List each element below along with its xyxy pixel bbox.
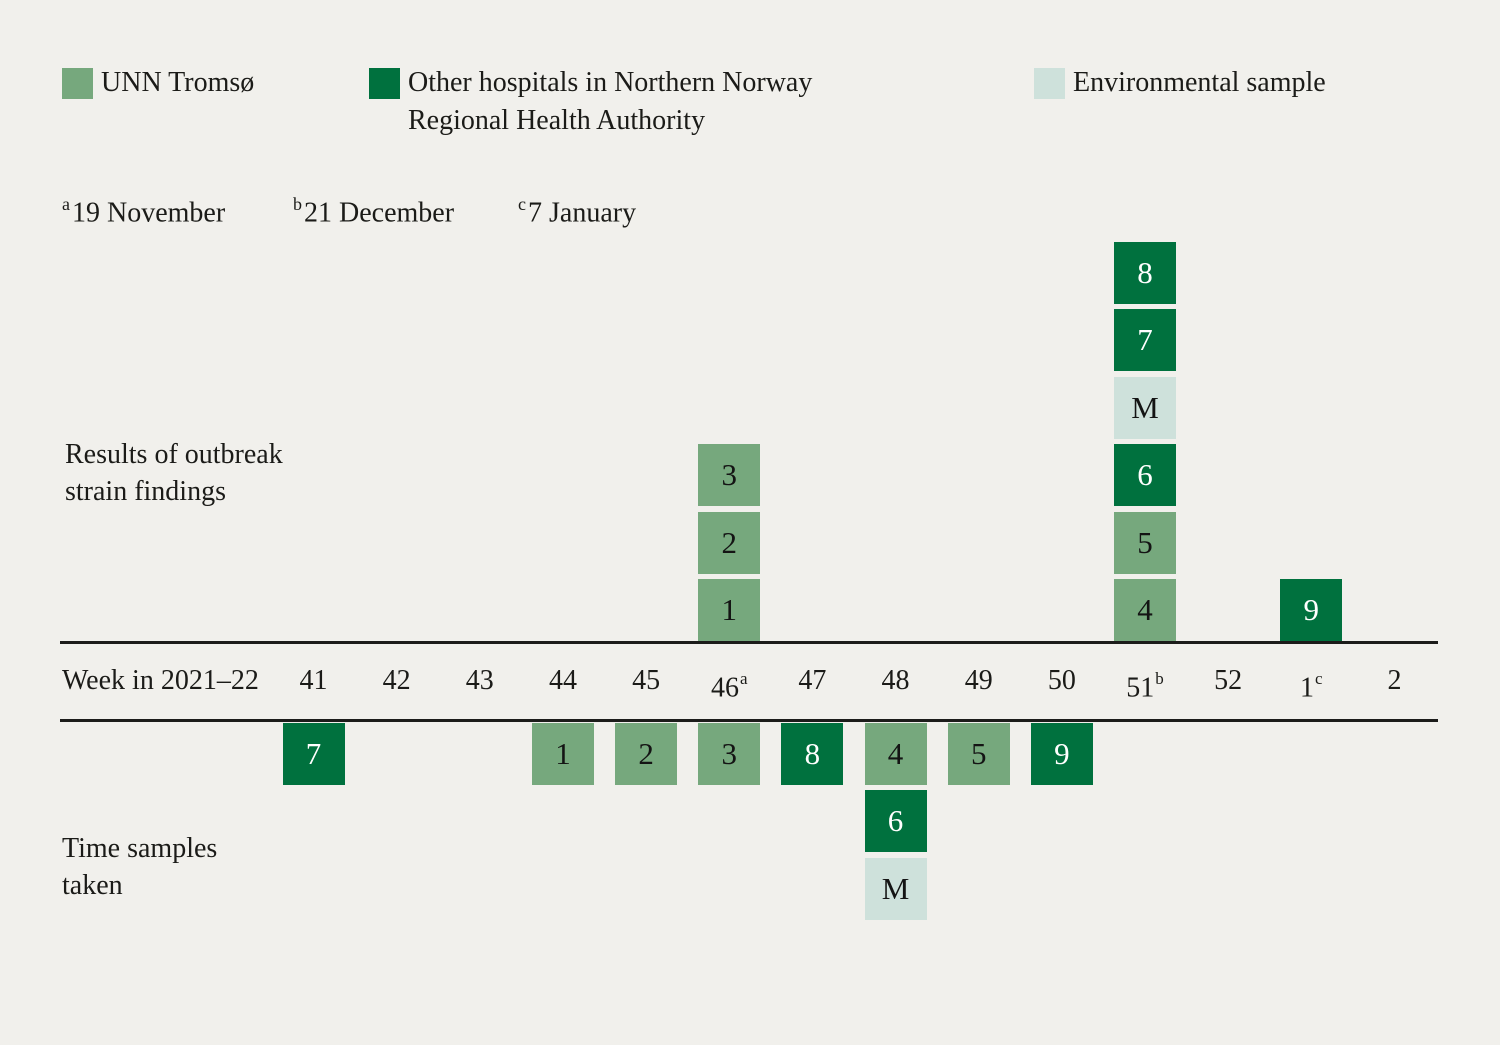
sample-box-5: 5 xyxy=(947,723,1010,785)
sample-box-9: 9 xyxy=(1030,723,1093,785)
footnote-c: c7 January xyxy=(518,188,636,230)
sample-box-2: 2 xyxy=(615,723,678,785)
result-box-1: 1 xyxy=(698,579,761,641)
result-box-9: 9 xyxy=(1280,579,1343,641)
week-label-45: 45 xyxy=(632,665,661,696)
footnote-a: a19 November xyxy=(62,188,225,230)
result-box-6: 6 xyxy=(1114,444,1176,507)
legend-label: Environmental sample xyxy=(1073,64,1326,102)
axis-line-bottom xyxy=(60,719,1438,722)
samples-row-label: Time samples taken xyxy=(62,830,217,904)
result-box-7: 7 xyxy=(1114,309,1176,372)
environmental-sample-swatch xyxy=(1034,68,1065,99)
legend-label-line: Environmental sample xyxy=(1073,67,1326,98)
legend-label-line: Other hospitals in Northern Norway xyxy=(408,67,813,98)
footnote-marker: b xyxy=(293,194,302,214)
axis-line-top xyxy=(60,641,1438,644)
footnote-marker: c xyxy=(518,194,526,214)
week-label-43: 43 xyxy=(465,665,494,696)
week-label-51: 51b xyxy=(1126,669,1164,704)
results-row-label-line: strain findings xyxy=(65,476,226,507)
result-box-2: 2 xyxy=(698,511,761,574)
week-label-1: 1c xyxy=(1300,669,1323,704)
sample-box-3: 3 xyxy=(698,723,761,785)
unn-tromso-swatch xyxy=(62,68,93,99)
sample-box-7: 7 xyxy=(282,723,345,785)
footnote-b: b21 December xyxy=(293,188,454,230)
result-box-3: 3 xyxy=(698,444,761,507)
week-label-50: 50 xyxy=(1047,665,1076,696)
results-row-label: Results of outbreak strain findings xyxy=(65,436,283,510)
samples-row-label-line: Time samples xyxy=(62,833,218,864)
legend-label-line: UNN Tromsø xyxy=(101,67,255,98)
week-label-49: 49 xyxy=(964,665,993,696)
other-hospitals-swatch xyxy=(369,68,400,99)
footnote-text: 7 January xyxy=(528,197,637,229)
legend-label: Other hospitals in Northern Norway Regio… xyxy=(408,64,812,140)
week-label-48: 48 xyxy=(881,665,910,696)
week-label-41: 41 xyxy=(299,665,328,696)
footnote-marker: a xyxy=(62,194,70,214)
legend-label-line: Regional Health Authority xyxy=(408,105,706,136)
sample-box-1: 1 xyxy=(531,723,594,785)
week-axis-label: Week in 2021–22 xyxy=(62,665,259,696)
week-label-52: 52 xyxy=(1214,665,1243,696)
samples-row-label-line: taken xyxy=(62,870,123,901)
result-box-5: 5 xyxy=(1114,511,1176,574)
legend-label: UNN Tromsø xyxy=(101,64,254,102)
sample-box-6: 6 xyxy=(864,790,927,853)
week-label-46: 46a xyxy=(710,669,748,704)
week-label-44: 44 xyxy=(548,665,577,696)
week-label-2: 2 xyxy=(1387,665,1402,696)
week-label-47: 47 xyxy=(798,665,827,696)
footnote-text: 19 November xyxy=(72,197,226,229)
sample-box-M: M xyxy=(864,857,927,920)
footnote-text: 21 December xyxy=(304,197,455,229)
result-box-8: 8 xyxy=(1114,242,1176,304)
sample-box-8: 8 xyxy=(781,723,844,785)
result-box-M: M xyxy=(1114,376,1176,439)
week-label-42: 42 xyxy=(382,665,411,696)
results-row-label-line: Results of outbreak xyxy=(65,439,283,470)
result-box-4: 4 xyxy=(1114,579,1176,641)
sample-box-4: 4 xyxy=(864,723,927,785)
